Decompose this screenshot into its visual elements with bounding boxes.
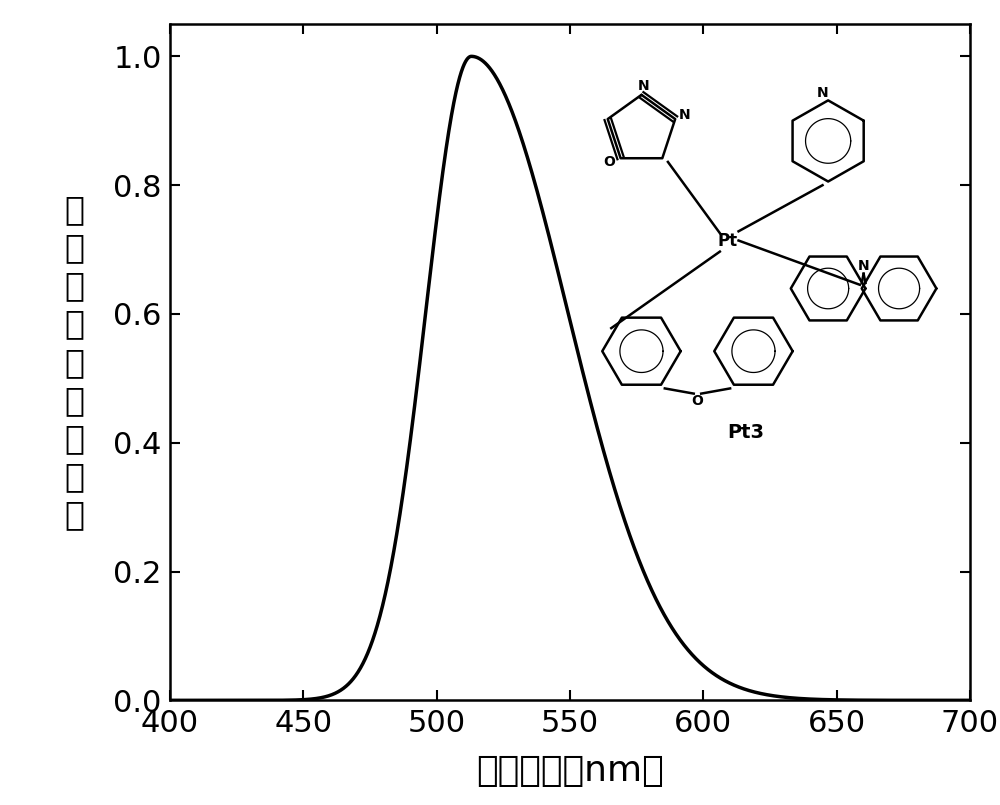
X-axis label: 发光波长（nm）: 发光波长（nm） xyxy=(476,754,664,788)
Text: 已
归
一
化
的
发
光
强
度: 已 归 一 化 的 发 光 强 度 xyxy=(64,193,84,531)
